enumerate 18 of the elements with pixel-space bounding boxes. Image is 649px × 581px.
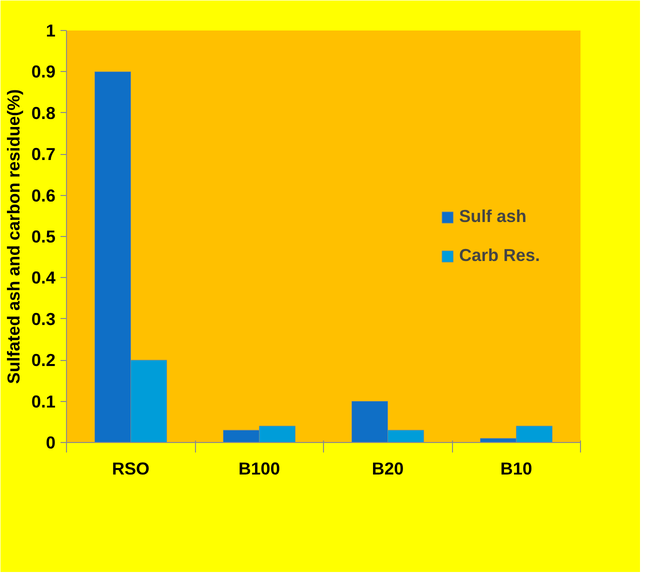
y-tick-label: 0.3 bbox=[31, 308, 56, 329]
y-tick-label: 0 bbox=[46, 432, 56, 452]
x-tick-label: B10 bbox=[500, 458, 532, 478]
y-tick-label: 0.2 bbox=[31, 350, 56, 370]
y-tick-label: 0.1 bbox=[31, 391, 56, 412]
y-tick-label: 0.4 bbox=[31, 268, 56, 288]
y-axis-title: Sulfated ash and carbon residue(%) bbox=[3, 89, 24, 384]
x-tick-label: B20 bbox=[372, 458, 404, 478]
y-tick-label: 0.7 bbox=[31, 144, 56, 164]
y-tick-label: 1 bbox=[46, 20, 56, 40]
y-tick-label: 0.9 bbox=[31, 62, 56, 82]
x-tick-label: RSO bbox=[112, 458, 150, 478]
y-tick-label: 0.6 bbox=[31, 185, 56, 206]
y-tick-label: 0.8 bbox=[31, 102, 56, 123]
y-tick-label: 0.5 bbox=[31, 226, 56, 246]
legend-label: Carb Res. bbox=[459, 245, 540, 266]
x-tick-label: B100 bbox=[238, 458, 280, 478]
legend-label: Sulf ash bbox=[459, 206, 526, 227]
